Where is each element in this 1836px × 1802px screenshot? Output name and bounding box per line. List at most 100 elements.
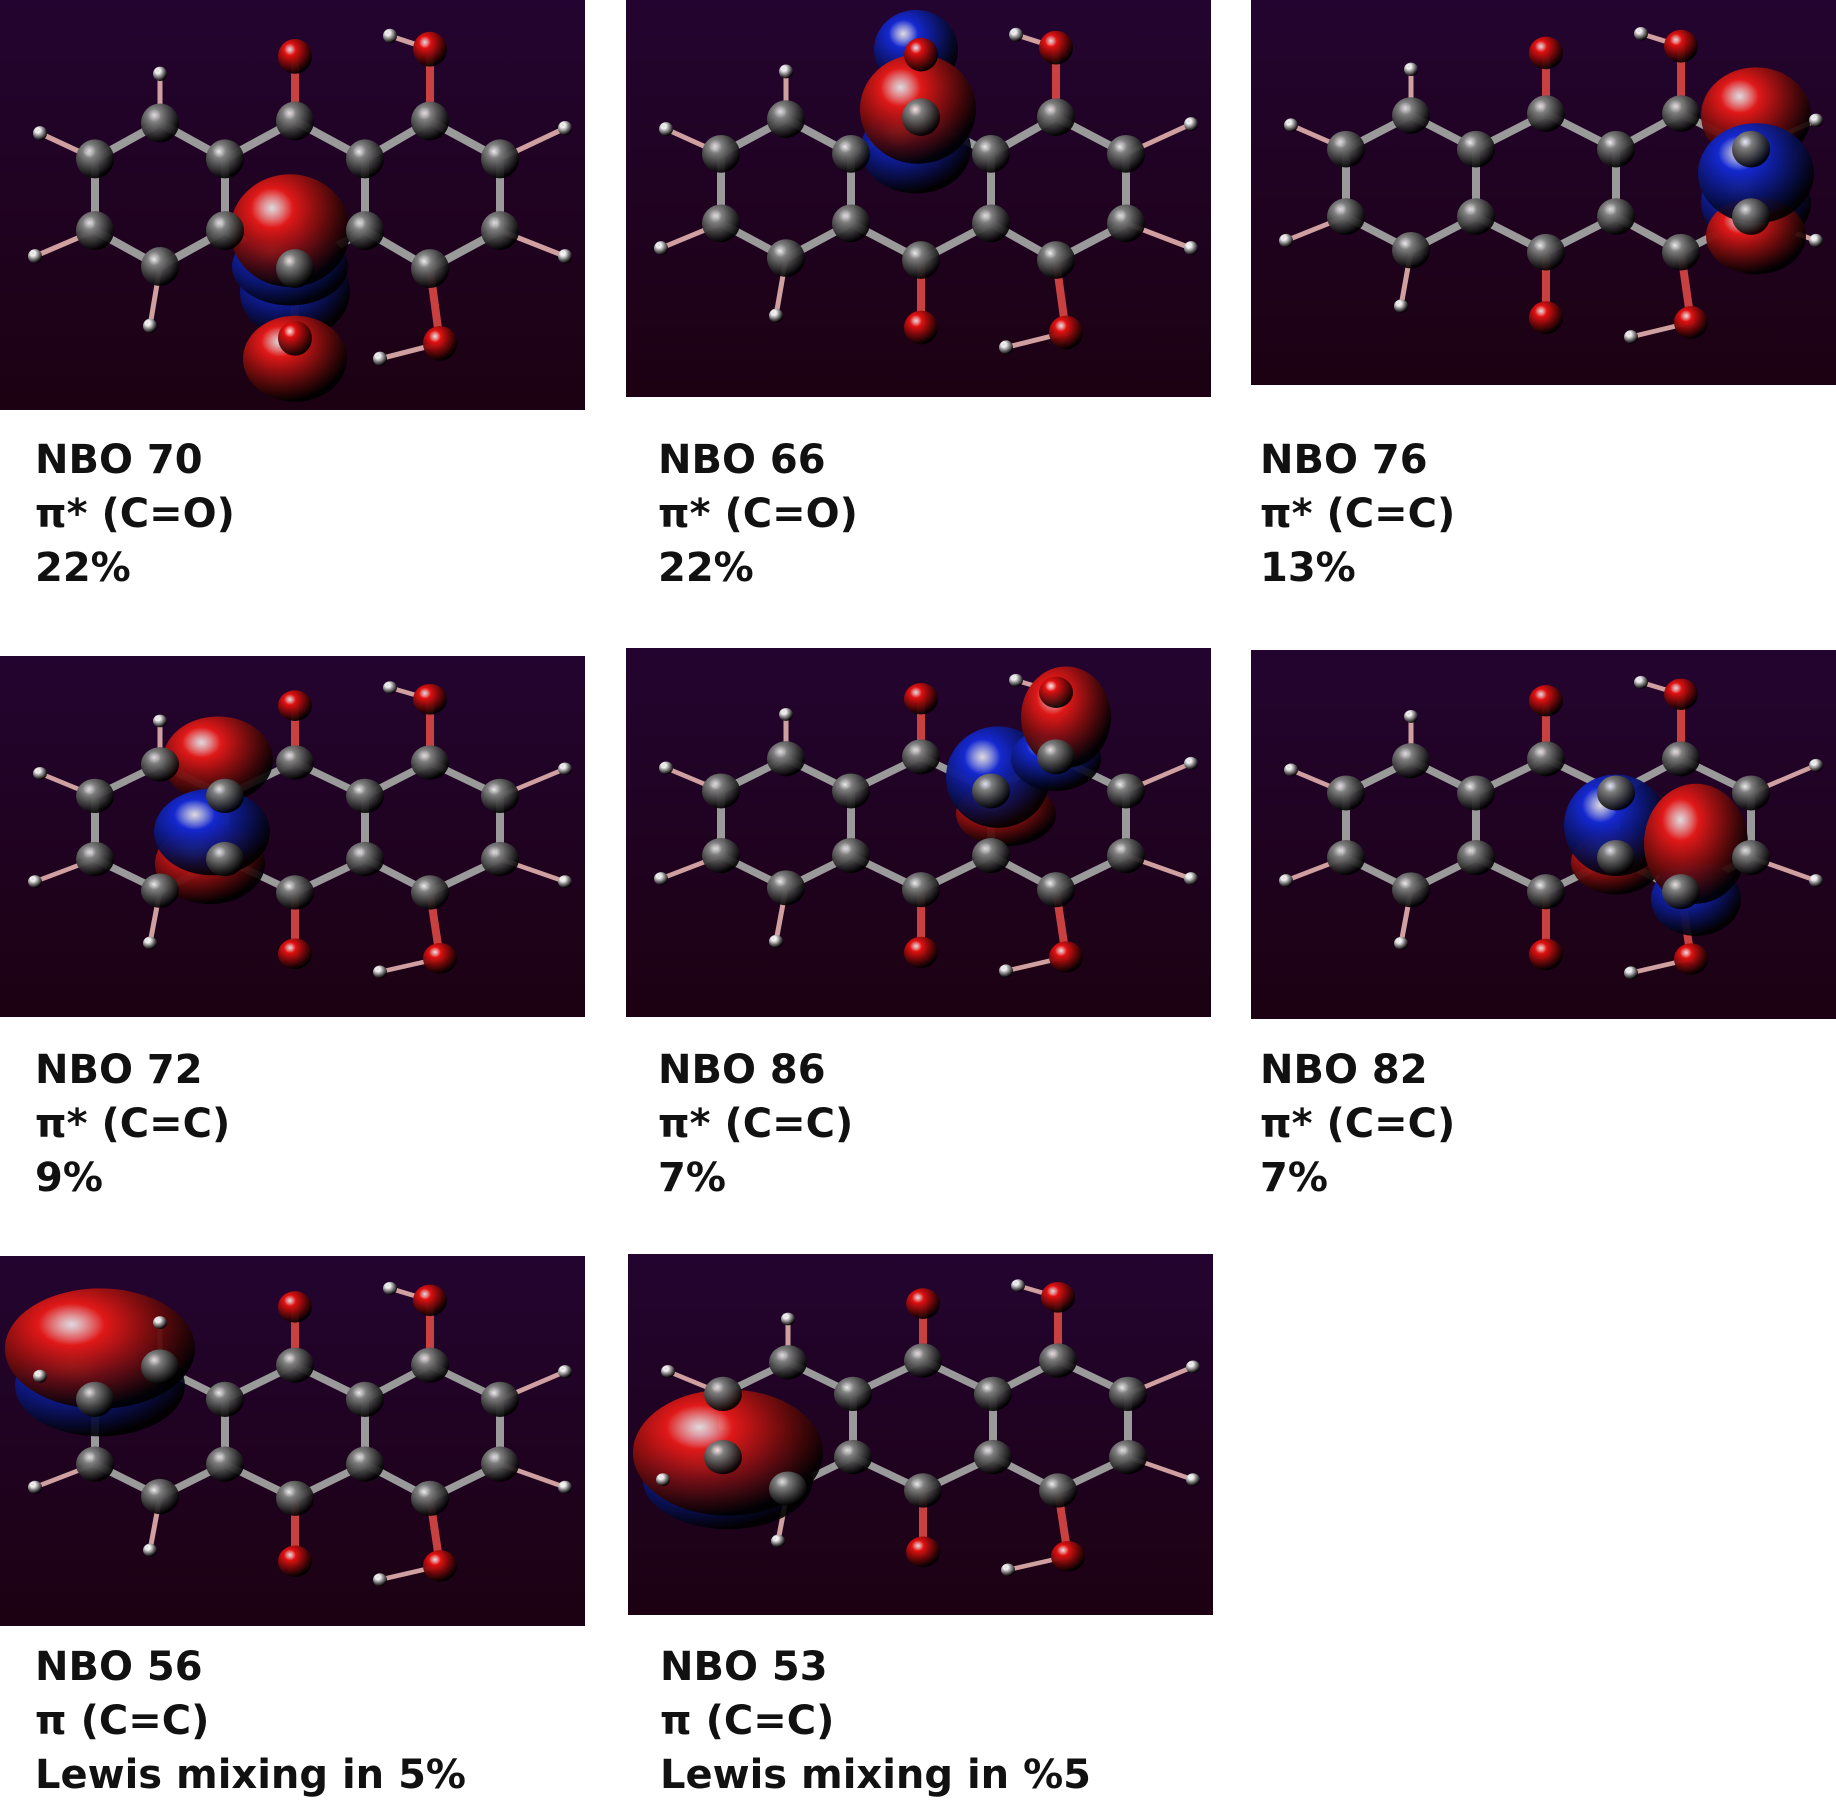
- nbo-label: NBO 82: [1260, 1047, 1428, 1093]
- hydrogen-atom: [1634, 26, 1648, 41]
- carbon-atom: [76, 1446, 114, 1482]
- carbon-atom: [1457, 198, 1495, 235]
- oxygen-atom: [904, 936, 938, 969]
- carbon-atom: [767, 870, 805, 906]
- oxygen-atom: [413, 683, 447, 715]
- carbon-atom: [411, 249, 449, 289]
- hydrogen-atom: [373, 1573, 387, 1587]
- oxygen-atom: [278, 1545, 312, 1577]
- hydrogen-atom: [1394, 299, 1408, 313]
- hydrogen-atom: [659, 761, 673, 775]
- carbon-atom: [834, 1439, 872, 1475]
- oxygen-atom: [423, 1550, 457, 1582]
- hydrogen-atom: [1809, 233, 1823, 248]
- contribution-percent: 7%: [1260, 1155, 1328, 1201]
- carbon-atom: [206, 211, 244, 251]
- carbon-atom: [1457, 775, 1495, 811]
- hydrogen-atom: [558, 120, 572, 136]
- carbon-atom: [1039, 1343, 1077, 1378]
- nbo-label: NBO 72: [35, 1047, 203, 1093]
- carbon-atom: [702, 134, 740, 173]
- oxygen-atom: [413, 31, 447, 67]
- carbon-atom: [141, 1478, 179, 1515]
- hydrogen-atom: [143, 936, 157, 950]
- oxygen-atom: [1674, 943, 1708, 975]
- hydrogen-atom: [769, 934, 783, 948]
- carbon-atom: [972, 204, 1010, 243]
- molecule-rendering: [626, 648, 1211, 1017]
- contribution-percent: 22%: [658, 545, 754, 591]
- contribution-percent: 9%: [35, 1155, 103, 1201]
- oxygen-atom: [1049, 941, 1083, 973]
- caption-nbo-56: NBO 56 π (C=C) Lewis mixing in 5%: [35, 1640, 466, 1802]
- carbon-atom: [1109, 1376, 1147, 1412]
- carbon-atom: [206, 841, 244, 877]
- hydrogen-atom: [1011, 1279, 1025, 1292]
- carbon-atom: [481, 139, 519, 179]
- carbon-atom: [1392, 231, 1430, 269]
- carbon-atom: [276, 1480, 314, 1516]
- hydrogen-atom: [1186, 1473, 1200, 1486]
- oxygen-atom: [278, 690, 312, 721]
- carbon-atom: [346, 139, 384, 179]
- carbon-atom: [1597, 198, 1635, 235]
- molecule-rendering: [628, 1254, 1213, 1615]
- oxygen-atom: [1529, 36, 1563, 70]
- carbon-atom: [769, 1471, 807, 1506]
- oxygen-atom: [1041, 1281, 1075, 1313]
- caption-nbo-53: NBO 53 π (C=C) Lewis mixing in %5: [660, 1640, 1091, 1802]
- carbon-atom: [411, 745, 449, 780]
- hydrogen-atom: [1184, 756, 1198, 770]
- carbon-atom: [346, 211, 384, 251]
- oxygen-atom: [423, 942, 457, 974]
- orbital-type: π (C=C): [660, 1698, 835, 1744]
- carbon-atom: [276, 101, 314, 141]
- oxygen-atom: [278, 938, 312, 970]
- positive-orbital-lobe: [243, 315, 347, 402]
- hydrogen-atom: [143, 318, 157, 334]
- carbon-atom: [346, 841, 384, 877]
- hydrogen-atom: [781, 1312, 795, 1326]
- hydrogen-atom: [33, 1369, 47, 1383]
- orbital-image-nbo-66: [626, 0, 1211, 397]
- nbo-label: NBO 76: [1260, 437, 1428, 483]
- carbon-atom: [141, 247, 179, 286]
- carbon-atom: [834, 1376, 872, 1412]
- carbon-atom: [481, 211, 519, 251]
- carbon-atom: [76, 1381, 114, 1417]
- hydrogen-atom: [558, 249, 572, 264]
- hydrogen-atom: [1001, 1563, 1015, 1577]
- carbon-atom: [1457, 840, 1495, 876]
- carbon-atom: [1392, 743, 1430, 779]
- carbon-atom: [1597, 130, 1635, 168]
- carbon-atom: [346, 1446, 384, 1482]
- carbon-atom: [902, 241, 940, 279]
- hydrogen-atom: [1809, 113, 1823, 128]
- hydrogen-atom: [33, 767, 47, 780]
- oxygen-atom: [1051, 1540, 1085, 1572]
- molecule-rendering: [0, 0, 585, 410]
- carbon-atom: [974, 1376, 1012, 1412]
- carbon-atom: [1457, 130, 1495, 168]
- carbon-atom: [76, 211, 114, 251]
- hydrogen-atom: [1624, 966, 1638, 980]
- hydrogen-atom: [373, 351, 387, 366]
- caption-nbo-66: NBO 66 π* (C=O) 22%: [658, 433, 858, 595]
- contribution-percent: Lewis mixing in 5%: [35, 1752, 466, 1798]
- carbon-atom: [481, 841, 519, 877]
- carbon-atom: [141, 103, 179, 143]
- hydrogen-atom: [769, 308, 783, 323]
- hydrogen-atom: [999, 964, 1013, 978]
- hydrogen-atom: [383, 681, 397, 694]
- hydrogen-atom: [654, 872, 668, 886]
- hydrogen-atom: [771, 1534, 785, 1548]
- hydrogen-atom: [558, 875, 572, 888]
- carbon-atom: [1527, 741, 1565, 777]
- positive-orbital-lobe: [1644, 783, 1748, 904]
- oxygen-atom: [1529, 938, 1563, 971]
- hydrogen-atom: [28, 249, 42, 264]
- hydrogen-atom: [383, 28, 397, 44]
- carbon-atom: [1662, 233, 1700, 271]
- hydrogen-atom: [1184, 241, 1198, 256]
- orbital-image-nbo-86: [626, 648, 1211, 1017]
